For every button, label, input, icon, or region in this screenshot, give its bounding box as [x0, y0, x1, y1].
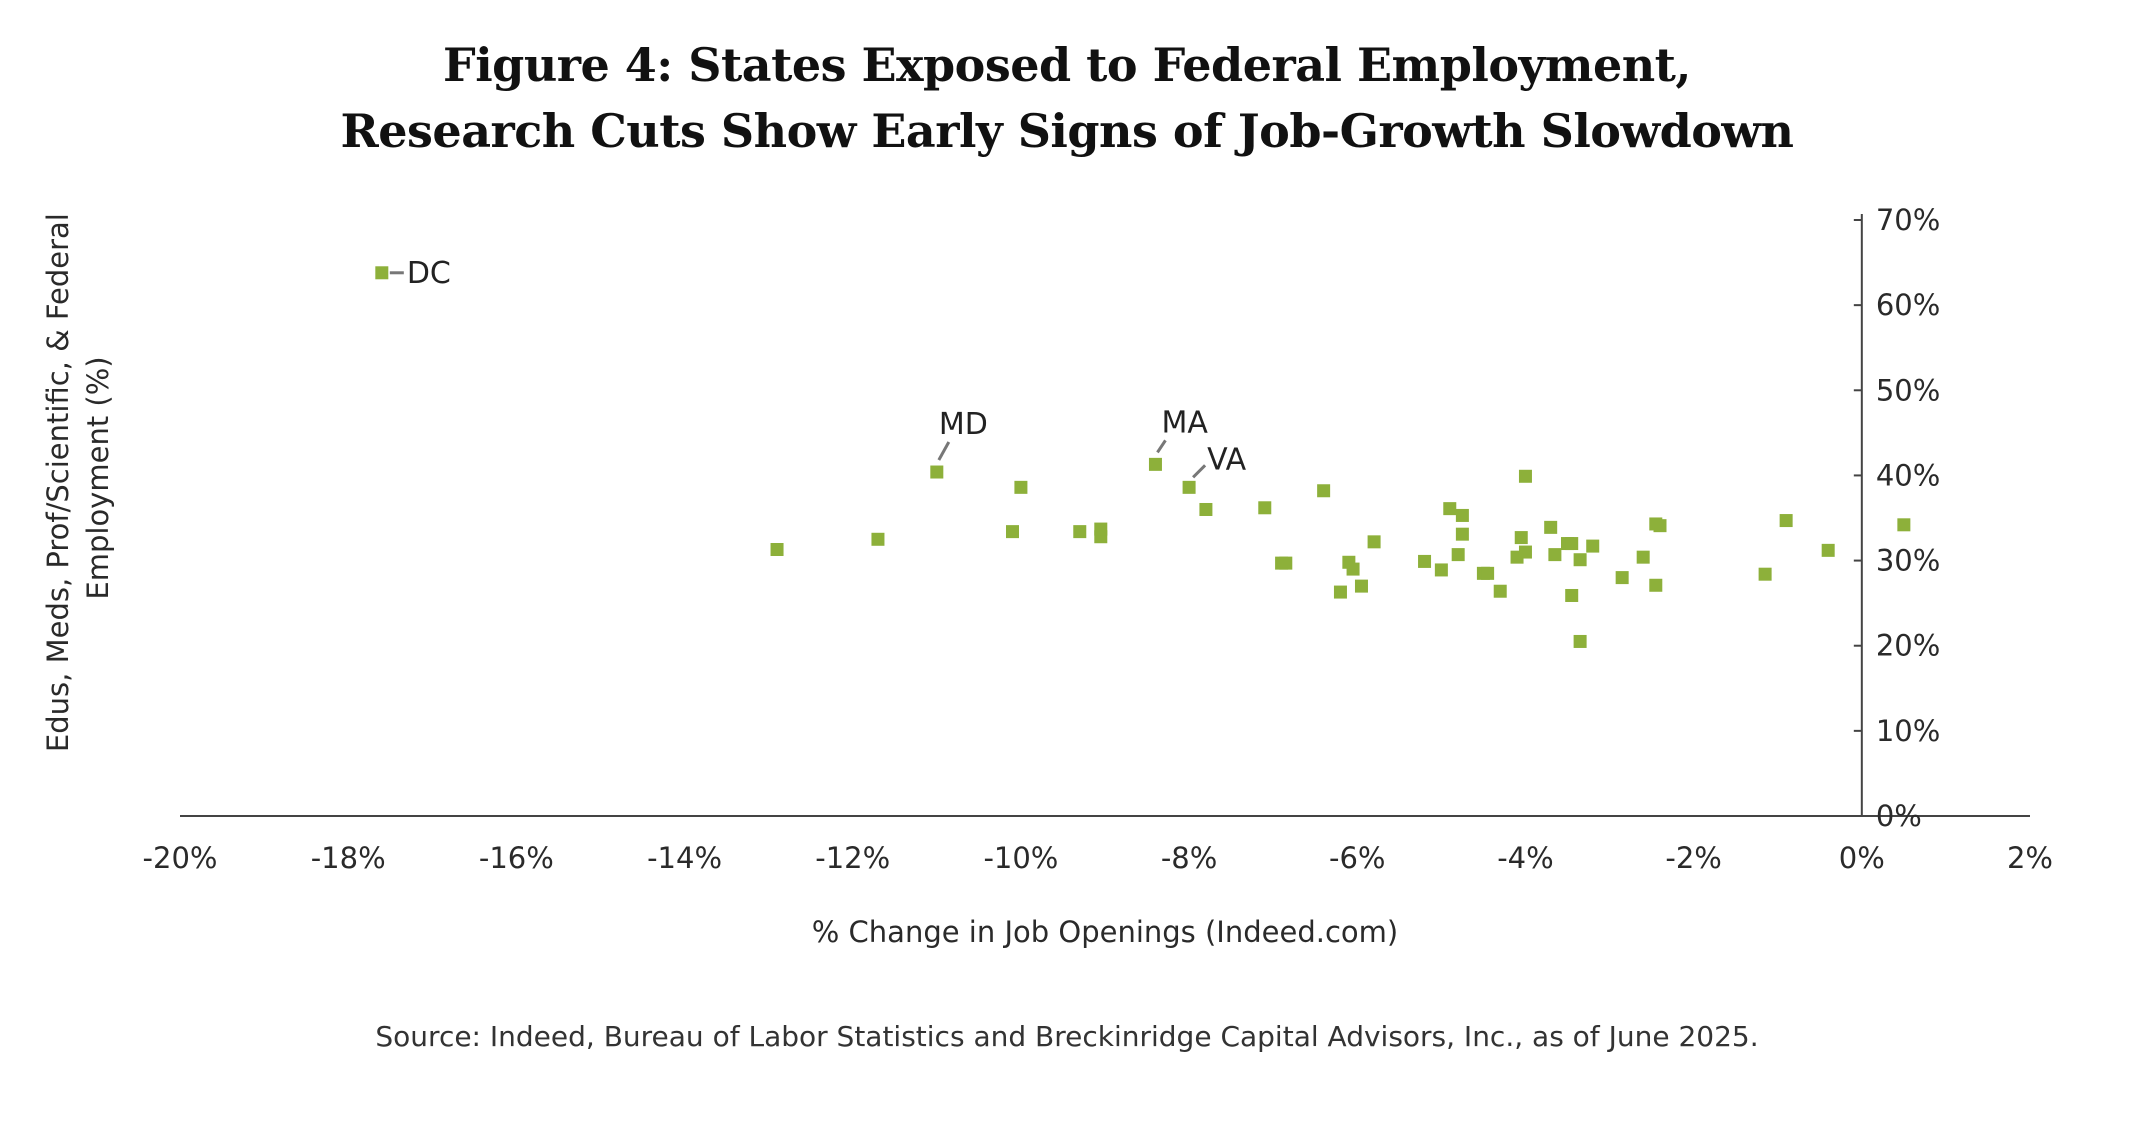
- data-point: [1451, 548, 1465, 562]
- data-point: [1548, 548, 1562, 562]
- data-point: [1897, 518, 1911, 532]
- data-point-ma: [1148, 457, 1162, 471]
- data-point: [1514, 531, 1528, 545]
- data-point: [1565, 537, 1579, 551]
- point-label-va: VA: [1207, 442, 1247, 477]
- y-tick-label: 30%: [1876, 544, 1940, 578]
- data-point: [1367, 535, 1381, 549]
- data-point: [1779, 514, 1793, 528]
- x-tick-label: -4%: [1497, 841, 1553, 875]
- point-label-md: MD: [939, 407, 988, 442]
- data-point-md: [930, 465, 944, 479]
- y-tick-label: 0%: [1876, 799, 1922, 833]
- data-point: [1649, 578, 1663, 592]
- y-tick-label: 60%: [1876, 288, 1940, 322]
- data-point: [1573, 634, 1587, 648]
- y-axis-title-line-2: Employment (%): [81, 356, 115, 599]
- data-point: [1199, 502, 1213, 516]
- x-tick-label: -20%: [143, 841, 218, 875]
- data-point: [1073, 525, 1087, 539]
- x-axis-title: % Change in Job Openings (Indeed.com): [812, 915, 1398, 949]
- data-point: [1518, 469, 1532, 483]
- chart-title: Figure 4: States Exposed to Federal Empl…: [0, 32, 2134, 164]
- y-tick-label: 70%: [1876, 203, 1940, 237]
- y-axis-title: Edus, Meds, Prof/Scientific, & Federal E…: [41, 204, 115, 752]
- y-tick-label: 10%: [1876, 714, 1940, 748]
- data-point: [1821, 543, 1835, 557]
- scatter-chart: -20% -18% -16% -14% -12% -10% -8% -6% -4% -2% 0% 2%…: [41, 203, 2053, 949]
- data-point: [1333, 585, 1347, 599]
- tick-labels: -20% -18% -16% -14% -12% -10% -8% -6% -4% -2% 0% 2%…: [143, 203, 2053, 875]
- point-label-dc: DC: [407, 256, 451, 291]
- x-tick-label: 2%: [2007, 841, 2053, 875]
- data-point: [1443, 502, 1457, 516]
- data-point: [1544, 520, 1558, 534]
- x-tick-label: -14%: [647, 841, 722, 875]
- label-leader-line: [937, 441, 951, 461]
- data-point: [1518, 545, 1532, 559]
- label-leader-line: [1192, 464, 1207, 479]
- data-point: [1586, 539, 1600, 553]
- label-leader-line: [1156, 439, 1167, 454]
- data-point: [1014, 480, 1028, 494]
- data-point: [1258, 501, 1272, 515]
- data-point: [1615, 571, 1629, 585]
- data-point: [1346, 562, 1360, 576]
- x-tick-label: -16%: [479, 841, 554, 875]
- data-point: [1758, 567, 1772, 581]
- x-tick-label: -10%: [983, 841, 1058, 875]
- data-point: [1455, 508, 1469, 522]
- x-tick-label: -8%: [1161, 841, 1217, 875]
- data-point: [1636, 550, 1650, 564]
- data-point-dc: [375, 266, 389, 280]
- point-label-ma: MA: [1161, 405, 1208, 440]
- x-tick-label: 0%: [1839, 841, 1885, 875]
- source-note: Source: Indeed, Bureau of Labor Statisti…: [375, 1020, 1759, 1053]
- y-tick-label: 50%: [1876, 373, 1940, 407]
- data-point: [1279, 556, 1293, 570]
- data-point-va: [1182, 480, 1196, 494]
- data-point: [871, 532, 885, 546]
- y-tick-label: 20%: [1876, 629, 1940, 663]
- x-tick-label: -18%: [311, 841, 386, 875]
- data-point: [1006, 525, 1019, 539]
- chart-title-line-2: Research Cuts Show Early Signs of Job-Gr…: [340, 104, 1794, 158]
- chart-title-line-1: Figure 4: States Exposed to Federal Empl…: [443, 38, 1691, 92]
- label-leaders: [389, 271, 1207, 479]
- data-point: [1094, 522, 1108, 536]
- data-point: [770, 543, 784, 557]
- data-point: [1317, 484, 1331, 498]
- y-axis-title-line-1: Edus, Meds, Prof/Scientific, & Federal: [41, 213, 75, 752]
- data-point: [1565, 588, 1579, 602]
- data-point: [1493, 584, 1507, 598]
- data-point: [1455, 527, 1469, 541]
- x-tick-label: -2%: [1665, 841, 1721, 875]
- data-point: [1354, 579, 1368, 593]
- data-point: [1481, 566, 1495, 580]
- y-tick-label: 40%: [1876, 458, 1940, 492]
- data-points: [375, 266, 1911, 648]
- data-point: [1573, 553, 1587, 567]
- data-point: [1418, 554, 1432, 568]
- x-tick-label: -12%: [815, 841, 890, 875]
- axes: [180, 214, 2030, 817]
- x-tick-label: -6%: [1329, 841, 1385, 875]
- data-point: [1434, 563, 1448, 577]
- data-point: [1653, 519, 1667, 533]
